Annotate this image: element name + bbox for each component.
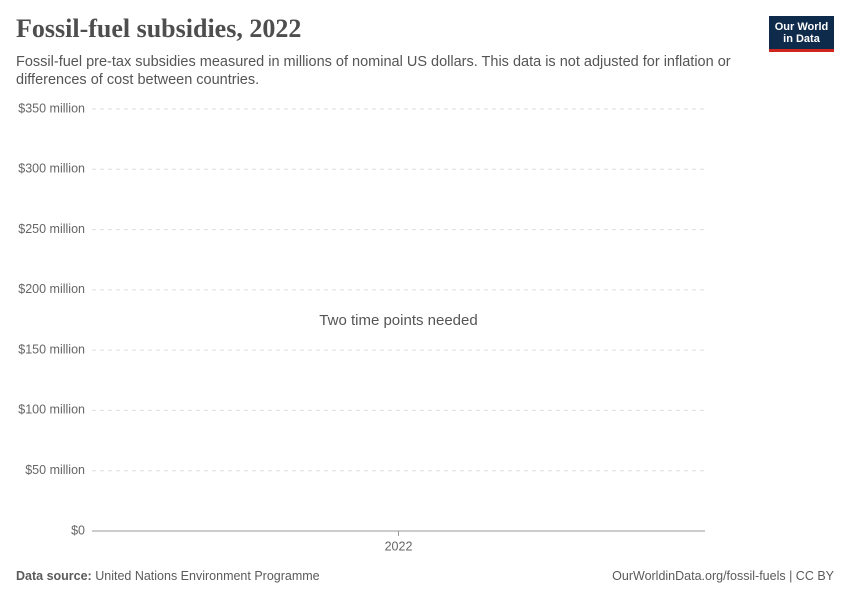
y-tick-label: $300 million: [18, 162, 85, 176]
logo-line: Our World: [774, 21, 829, 33]
y-tick-label: $200 million: [18, 282, 85, 296]
chart-title: Fossil-fuel subsidies, 2022: [16, 14, 302, 43]
logo[interactable]: Our World in Data: [769, 16, 834, 52]
y-tick-label: $50 million: [25, 463, 85, 477]
logo-line: in Data: [783, 33, 820, 45]
y-tick-label: $100 million: [18, 403, 85, 417]
annotation: Two time points needed: [319, 312, 477, 329]
y-tick-label: $250 million: [18, 222, 85, 236]
chart-subtitle: Fossil-fuel pre-tax subsidies measured i…: [16, 54, 731, 88]
y-tick-label: $0: [71, 523, 85, 537]
source: Data source: United Nations Environment …: [16, 569, 320, 583]
source-label: Data source:: [16, 569, 92, 583]
footer-link[interactable]: OurWorldinData.org/fossil-fuels | CC BY: [612, 569, 834, 583]
x-tick-label: 2022: [385, 539, 413, 553]
chart: $0 $50 million $100 million $150 million $20…: [18, 101, 705, 553]
y-tick-label: $350 million: [18, 101, 85, 115]
source-text: United Nations Environment Programme: [95, 569, 320, 583]
y-tick-label: $150 million: [18, 342, 85, 356]
